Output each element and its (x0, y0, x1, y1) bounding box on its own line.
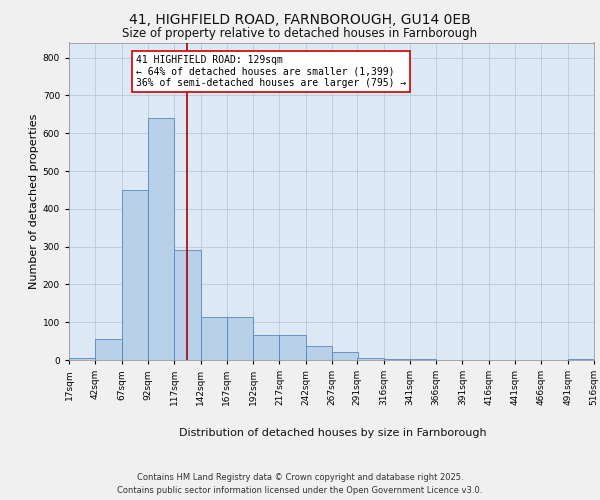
Bar (253, 336, 280, 360)
Bar (148, 118, 174, 360)
Bar (568, 359, 594, 360)
Bar (95, 339, 122, 360)
Text: Distribution of detached houses by size in Farnborough: Distribution of detached houses by size … (179, 428, 487, 438)
Bar (227, 316, 253, 360)
Bar (174, 250, 200, 360)
Bar (357, 358, 383, 360)
Y-axis label: Number of detached properties: Number of detached properties (29, 114, 38, 289)
Text: 41, HIGHFIELD ROAD, FARNBOROUGH, GU14 0EB: 41, HIGHFIELD ROAD, FARNBOROUGH, GU14 0E… (129, 12, 471, 26)
Text: Size of property relative to detached houses in Farnborough: Size of property relative to detached ho… (122, 28, 478, 40)
Bar (332, 352, 358, 360)
Bar (383, 359, 410, 360)
Bar (200, 316, 227, 360)
Bar (122, 190, 148, 360)
Text: Contains public sector information licensed under the Open Government Licence v3: Contains public sector information licen… (118, 486, 482, 495)
Bar (280, 336, 306, 360)
Text: 41 HIGHFIELD ROAD: 129sqm
← 64% of detached houses are smaller (1,399)
36% of se: 41 HIGHFIELD ROAD: 129sqm ← 64% of detac… (136, 54, 407, 88)
Text: Contains HM Land Registry data © Crown copyright and database right 2025.: Contains HM Land Registry data © Crown c… (137, 472, 463, 482)
Bar (306, 346, 332, 360)
Bar (410, 359, 436, 360)
Bar (69, 358, 95, 360)
